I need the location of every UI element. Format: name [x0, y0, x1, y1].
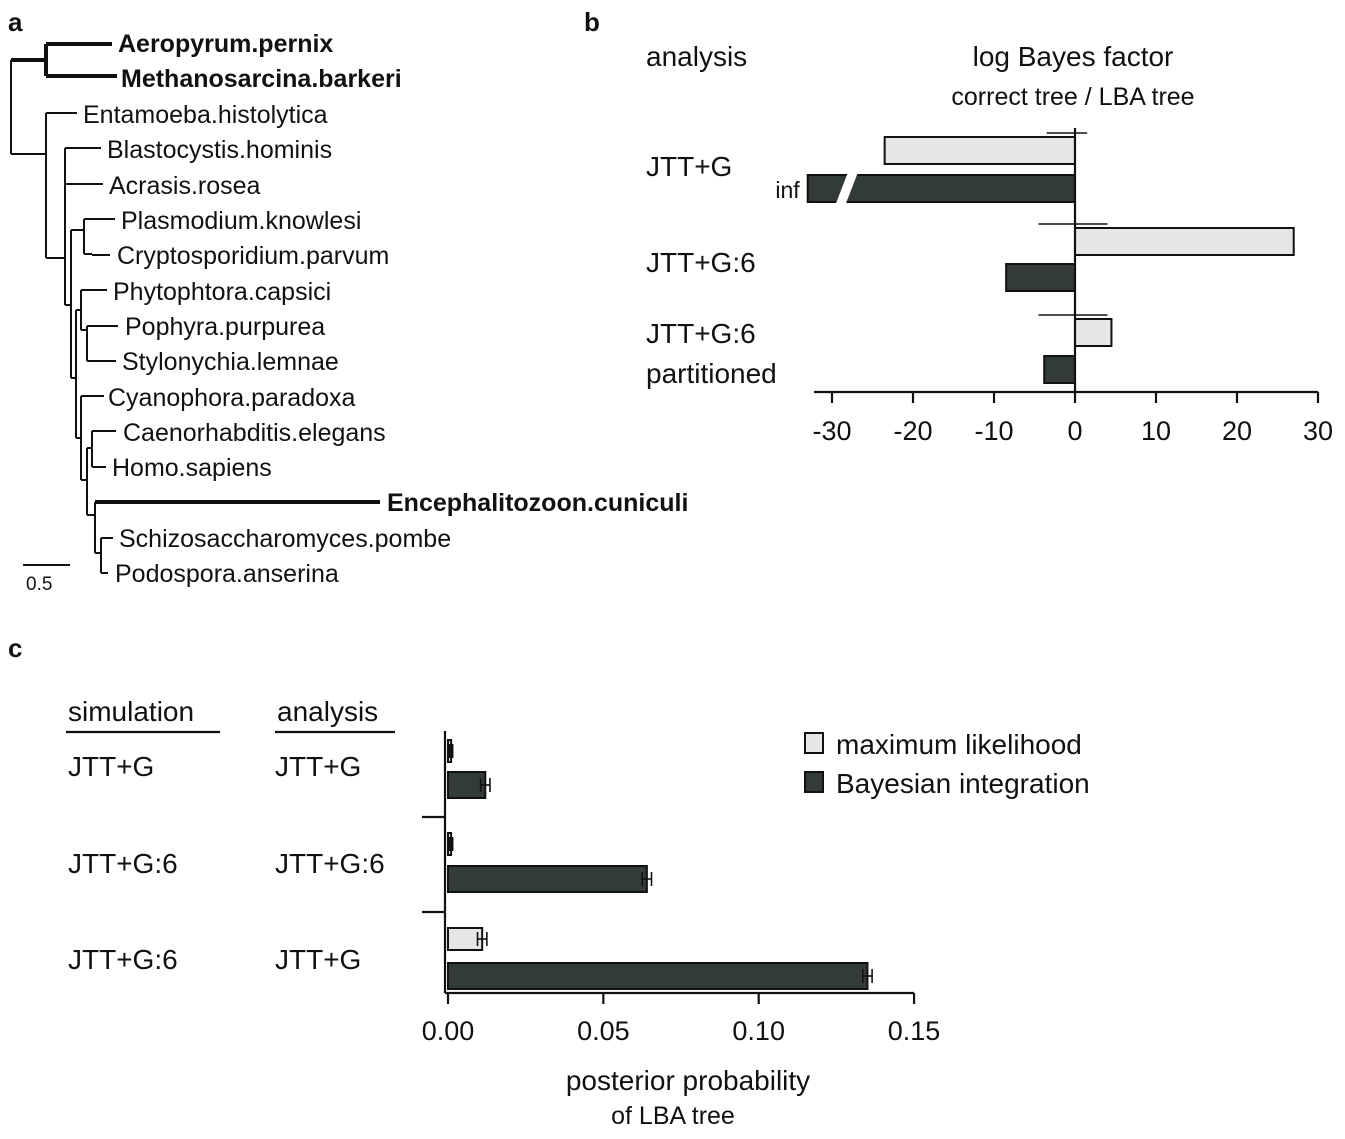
taxon-label: Aeropyrum.pernix: [118, 30, 333, 58]
chart-b-error-lines: [1038, 132, 1108, 316]
x-tick-label: -20: [893, 416, 932, 446]
bayes-factor-chart: analysis log Bayes factor correct tree /…: [646, 41, 1333, 446]
x-tick-label: 0.05: [577, 1016, 630, 1046]
chart-b-category-labels: JTT+G JTT+G:6 JTT+G:6 partitioned: [646, 151, 777, 389]
analysis-label: JTT+G: [275, 944, 361, 975]
tree-branches: [10, 42, 380, 574]
phylogenetic-tree: Aeropyrum.pernix Methanosarcina.barkeri En…: [10, 30, 688, 595]
taxon-label: Homo.sapiens: [112, 454, 272, 482]
taxa-labels: Aeropyrum.pernix Methanosarcina.barkeri En…: [83, 30, 688, 588]
chart-c-xlabel-sub: of LBA tree: [611, 1102, 735, 1130]
bar-value-label: inf: [775, 177, 800, 203]
analysis-header-c: analysis: [277, 696, 378, 727]
taxon-label: Blastocystis.hominis: [107, 136, 332, 164]
chart-b-bars: inf: [775, 136, 1295, 384]
category-label: JTT+G: [646, 151, 732, 182]
taxon-label: Cyanophora.paradoxa: [108, 384, 355, 412]
x-tick-label: 0.15: [888, 1016, 941, 1046]
chart-c-xlabel: posterior probability: [566, 1065, 810, 1096]
legend-swatch: [804, 771, 824, 793]
taxon-label: Caenorhabditis.elegans: [123, 419, 386, 447]
taxon-label: Methanosarcina.barkeri: [121, 65, 402, 93]
bar-series-2: [1043, 355, 1076, 384]
simulation-label: JTT+G:6: [68, 848, 178, 879]
bar-series-1: [883, 136, 1077, 165]
scale-bar-label: 0.5: [26, 574, 52, 595]
x-tick-label: -30: [812, 416, 851, 446]
taxon-label: Entamoeba.histolytica: [83, 101, 328, 129]
chart-c-axes: 0.00 0.05 0.10 0.15: [422, 731, 941, 1046]
x-tick-label: -10: [974, 416, 1013, 446]
axis-break-mark: [835, 173, 858, 204]
chart-c-bars: [447, 739, 873, 990]
legend-label: Bayesian integration: [836, 768, 1090, 799]
taxon-label: Schizosaccharomyces.pombe: [119, 525, 451, 553]
category-label: JTT+G:6: [646, 318, 756, 349]
legend-label: maximum likelihood: [836, 729, 1082, 760]
bar-series-1: [1074, 227, 1295, 256]
taxon-label: Podospora.anserina: [115, 560, 339, 588]
taxon-label: Acrasis.rosea: [109, 172, 261, 200]
taxon-label: Phytophtora.capsici: [113, 278, 331, 306]
panel-letter-b: b: [584, 7, 600, 37]
bar-series-1: [1074, 318, 1113, 347]
x-tick-label: 20: [1222, 416, 1252, 446]
chart-b-x-axis: -30 -20 -10 0 10 20 30: [812, 128, 1333, 446]
x-tick-label: 0.10: [732, 1016, 785, 1046]
taxon-label: Plasmodium.knowlesi: [121, 207, 361, 235]
analysis-header: analysis: [646, 41, 747, 72]
simulation-header: simulation: [68, 696, 194, 727]
panel-letter-a: a: [8, 7, 23, 37]
panel-letter-c: c: [8, 633, 22, 663]
taxon-label: Pophyra.purpurea: [125, 313, 325, 341]
taxon-label: Encephalitozoon.cuniculi: [387, 489, 688, 517]
chart-c-row-labels: JTT+G JTT+G JTT+G:6 JTT+G:6 JTT+G:6 JTT+G: [68, 751, 385, 975]
x-tick-label: 0.00: [422, 1016, 475, 1046]
bar-bayesian-integration: [447, 962, 869, 990]
simulation-label: JTT+G:6: [68, 944, 178, 975]
chart-b-subtitle: correct tree / LBA tree: [951, 83, 1194, 111]
scale-bar: 0.5: [23, 564, 70, 595]
simulation-label: JTT+G: [68, 751, 154, 782]
x-tick-label: 0: [1067, 416, 1082, 446]
category-label: partitioned: [646, 358, 777, 389]
taxon-label: Stylonychia.lemnae: [122, 348, 339, 376]
bar-bayesian-integration: [447, 771, 487, 799]
category-label: JTT+G:6: [646, 247, 756, 278]
chart-b-title: log Bayes factor: [973, 41, 1174, 72]
analysis-label: JTT+G:6: [275, 848, 385, 879]
legend-swatch: [804, 732, 824, 754]
analysis-label: JTT+G: [275, 751, 361, 782]
taxon-label: Cryptosporidium.parvum: [117, 242, 389, 270]
chart-c-legend: maximum likelihood Bayesian integration: [804, 729, 1090, 799]
bar-bayesian-integration: [447, 865, 648, 893]
x-tick-label: 10: [1141, 416, 1171, 446]
bar-series-2: [1005, 263, 1077, 292]
x-tick-label: 30: [1303, 416, 1333, 446]
